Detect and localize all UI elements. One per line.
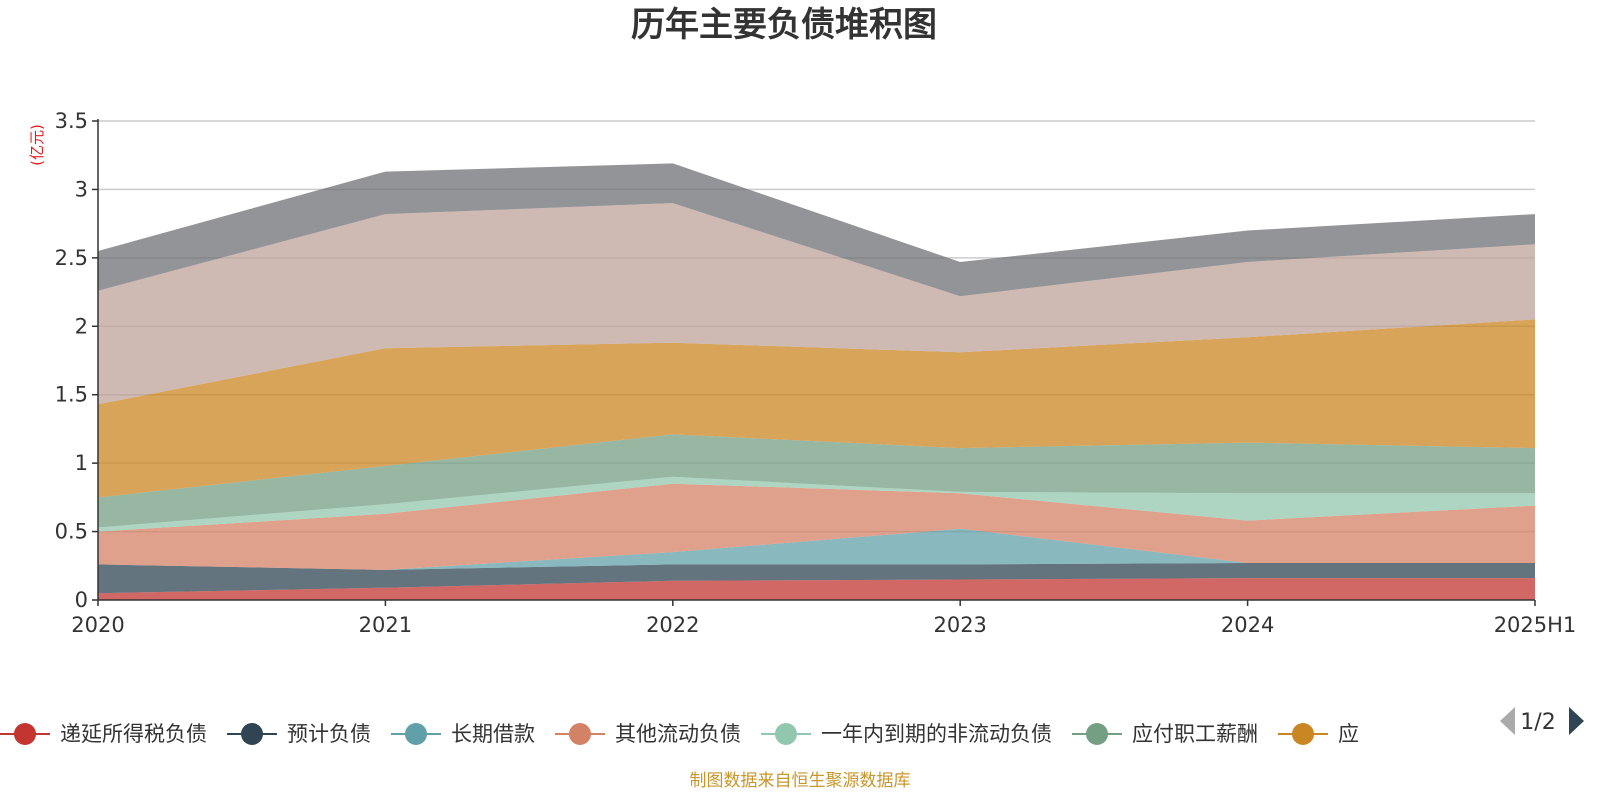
y-tick-label: 1 — [75, 451, 88, 475]
legend-label: 其他流动负债 — [615, 722, 741, 746]
series-area-3 — [98, 483, 1535, 570]
series-area-2 — [98, 528, 1535, 570]
y-tick-label: 2 — [75, 314, 88, 338]
legend-label: 预计负债 — [287, 722, 371, 746]
axes — [97, 119, 1535, 601]
legend-label: 应 — [1338, 722, 1359, 746]
legend-label: 一年内到期的非流动负债 — [821, 722, 1052, 746]
x-tick-label: 2022 — [646, 613, 699, 637]
source-note: 制图数据来自恒生聚源数据库 — [690, 771, 911, 791]
legend-label: 应付职工薪酬 — [1132, 722, 1258, 746]
legend-marker-icon — [14, 723, 36, 745]
x-tick-label: 2025H1 — [1494, 613, 1577, 637]
series-area-5 — [98, 434, 1535, 528]
legend-next-icon[interactable] — [1569, 707, 1584, 735]
series-areas — [98, 163, 1535, 600]
legend-label: 递延所得税负债 — [60, 722, 207, 746]
y-tick-label: 3 — [75, 177, 88, 201]
legend-item-5[interactable]: 应付职工薪酬 — [1072, 722, 1258, 746]
legend-marker-icon — [775, 723, 797, 745]
series-area-4 — [98, 476, 1535, 532]
legend-marker-icon — [1086, 723, 1108, 745]
x-tick-label: 2020 — [71, 613, 124, 637]
y-tick-label: 3.5 — [55, 109, 88, 133]
legend-item-4[interactable]: 一年内到期的非流动负债 — [761, 722, 1052, 746]
y-axis-unit: (亿元) — [28, 124, 46, 166]
legend-marker-icon — [405, 723, 427, 745]
legend-marker-icon — [1292, 723, 1314, 745]
x-tick-label: 2024 — [1221, 613, 1274, 637]
legend-marker-icon — [241, 723, 263, 745]
legend-label: 长期借款 — [451, 722, 535, 746]
legend-item-1[interactable]: 预计负债 — [227, 722, 371, 746]
legend-item-3[interactable]: 其他流动负债 — [555, 722, 741, 746]
y-axis-tick-labels: 0 0.5 1 1.5 2 2.5 3 3.5 — [55, 109, 98, 612]
legend-pager: 1/2 — [1500, 707, 1584, 735]
series-area-6 — [98, 319, 1535, 498]
series-area-1 — [98, 563, 1535, 594]
legend-item-0[interactable]: 递延所得税负债 — [0, 722, 207, 746]
y-tick-label: 2.5 — [55, 246, 88, 270]
series-area-0 — [98, 578, 1535, 600]
legend-item-6[interactable]: 应 — [1278, 722, 1359, 746]
x-tick-label: 2023 — [933, 613, 986, 637]
series-area-8 — [98, 163, 1535, 297]
legend: 递延所得税负债 预计负债 长期借款 其他流动负债 一年内到期的非流动负债 应付职工薪酬 应 — [0, 722, 1359, 746]
y-tick-label: 1.5 — [55, 383, 88, 407]
legend-page-indicator: 1/2 — [1520, 710, 1555, 735]
y-tick-label: 0 — [75, 588, 88, 612]
legend-marker-icon — [569, 723, 591, 745]
legend-prev-icon[interactable] — [1500, 707, 1515, 735]
chart-title: 历年主要负债堆积图 — [631, 5, 937, 45]
legend-item-2[interactable]: 长期借款 — [391, 722, 535, 746]
x-tick-label: 2021 — [359, 613, 412, 637]
x-axis-tick-labels: 2020 2021 2022 2023 2024 2025H1 — [71, 600, 1576, 637]
series-area-7 — [98, 203, 1535, 405]
y-tick-label: 0.5 — [55, 520, 88, 544]
